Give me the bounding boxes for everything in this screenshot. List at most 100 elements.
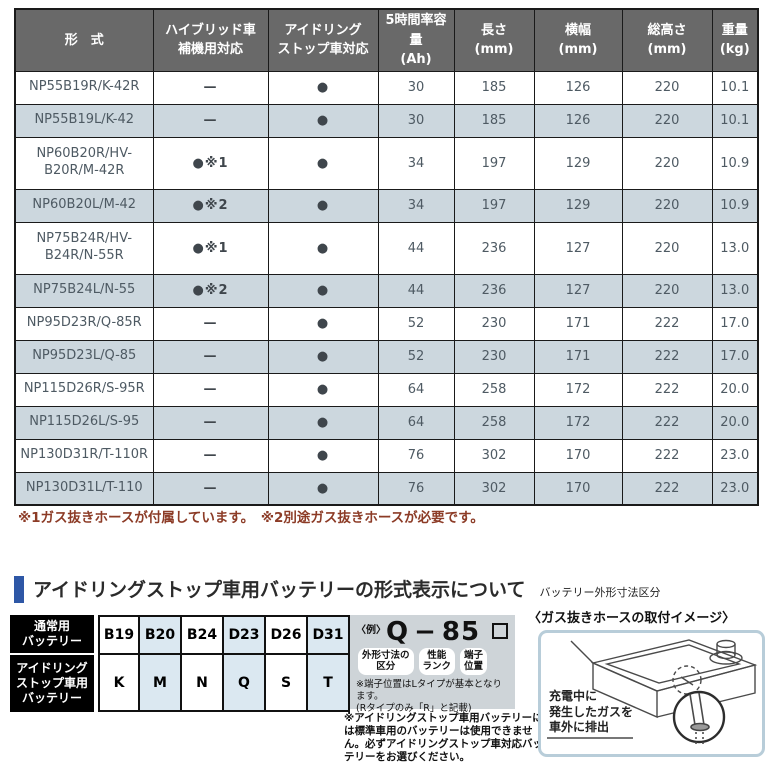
section-header: アイドリングストップ車用バッテリーの形式表示について バッテリー外形寸法区分 [14,576,660,603]
idling-stop-support-cell: ● [267,221,379,275]
example-part-label: 外形寸法の 区分 [358,648,414,675]
model-cell: NP60B20R/HV- B20R/M-42R [14,136,154,190]
height-cell: 222 [621,438,713,473]
idling-stop-support-cell: ● [267,103,379,138]
example-part-labels: 外形寸法の 区分 性能 ランク 端子 位置 [358,648,509,675]
code-cell: N [182,655,224,712]
height-cell: 220 [621,103,713,138]
weight-cell: 17.0 [711,306,759,341]
height-cell: 220 [621,188,713,223]
capacity-cell: 34 [377,188,455,223]
code-row-label: アイドリング ストップ車用 バッテリー [10,655,94,712]
hybrid-support-cell: — [152,471,269,506]
length-cell: 185 [453,70,535,105]
model-cell: NP55B19L/K-42 [14,103,154,138]
accent-bar [14,576,24,603]
capacity-cell: 34 [377,136,455,190]
terminal-position-placeholder-square [492,623,509,639]
height-cell: 222 [621,306,713,341]
model-cell: NP75B24R/HV- B24R/N-55R [14,221,154,275]
model-cell: NP60B20L/M-42 [14,188,154,223]
column-header: アイドリング ストップ車対応 [267,8,379,72]
weight-cell: 10.9 [711,136,759,190]
width-cell: 170 [533,471,623,506]
hybrid-support-cell: — [152,339,269,374]
weight-cell: 10.9 [711,188,759,223]
spec-table-row: NP130D31L/T-110— ● 76 302 170 222 23.0 [14,471,759,506]
weight-cell: 20.0 [711,405,759,440]
length-cell: 236 [453,273,535,308]
model-cell: NP95D23L/Q-85 [14,339,154,374]
column-header: 総高さ (mm) [621,8,713,72]
spec-table-row: NP75B24L/N-55 ●※2 ● 44 236 127 220 13.0 [14,273,759,308]
bottom-section: 通常用 バッテリー B19 B20 B24 D23 D26 D31 アイドリング ストップ車用… [0,600,771,780]
height-cell: 220 [621,273,713,308]
terminal-position-note: ※端子位置はLタイプが基本となります。 (Rタイプのみ「R」と記載) [356,678,502,714]
length-cell: 185 [453,103,535,138]
example-performance-rank: 85 [441,617,481,647]
idling-stop-support-cell: ● [267,273,379,308]
capacity-cell: 52 [377,339,455,374]
spec-table-row: NP55B19R/K-42R — ● 30 185 126 220 10.1 [14,70,759,105]
idling-stop-support-cell: ● [267,306,379,341]
spec-table-row: NP60B20R/HV- B20R/M-42R ●※1 ● 34 197 129 220 10… [14,136,759,190]
width-cell: 126 [533,103,623,138]
weight-cell: 17.0 [711,339,759,374]
column-header: 5時間率容量 (Ah) [377,8,455,72]
length-cell: 236 [453,221,535,275]
height-cell: 222 [621,405,713,440]
width-cell: 170 [533,438,623,473]
width-cell: 129 [533,136,623,190]
width-cell: 129 [533,188,623,223]
height-cell: 222 [621,339,713,374]
size-code-table: 通常用 バッテリー B19 B20 B24 D23 D26 D31 アイドリング ストップ車用… [10,615,350,712]
spec-table-row: NP115D26L/S-95— ● 64 258 172 222 20.0 [14,405,759,440]
hose-panel-title: 〈ガス抜きホースの取付イメージ〉 [528,611,736,626]
capacity-cell: 76 [377,438,455,473]
hose-illustration-box: 充電中に 発生したガスを 車外に排出 [538,630,765,757]
weight-cell: 10.1 [711,70,759,105]
model-cell: NP75B24L/N-55 [14,273,154,308]
hybrid-support-cell: ●※1 [152,221,269,275]
width-cell: 126 [533,70,623,105]
battery-spec-table: 形 式ハイブリッド車 補機用対応 アイドリング ストップ車対応 5時間率容量 (Ah… [14,8,759,506]
column-header: 重量 (kg) [711,8,759,72]
capacity-cell: 52 [377,306,455,341]
hybrid-support-cell: — [152,372,269,407]
hybrid-support-cell: — [152,103,269,138]
hose-caption: 充電中に 発生したガスを 車外に排出 [549,689,634,735]
model-cell: NP55B19R/K-42R [14,70,154,105]
hybrid-support-cell: — [152,405,269,440]
width-cell: 127 [533,273,623,308]
height-cell: 220 [621,221,713,275]
idling-stop-support-cell: ● [267,405,379,440]
height-cell: 220 [621,136,713,190]
idling-stop-support-cell: ● [267,438,379,473]
model-cell: NP95D23R/Q-85R [14,306,154,341]
column-header: 形 式 [14,8,154,72]
model-cell: NP115D26R/S-95R [14,372,154,407]
code-cell: B20 [140,615,182,655]
example-code-line: 〈例〉 Q − 85 [356,619,509,645]
capacity-cell: 30 [377,103,455,138]
idling-stop-support-cell: ● [267,136,379,190]
column-header: 長さ (mm) [453,8,535,72]
capacity-cell: 64 [377,405,455,440]
code-row-label: 通常用 バッテリー [10,615,94,653]
hybrid-support-cell: — [152,438,269,473]
capacity-cell: 30 [377,70,455,105]
weight-cell: 23.0 [711,471,759,506]
code-cell: S [266,655,308,712]
length-cell: 197 [453,136,535,190]
capacity-cell: 76 [377,471,455,506]
width-cell: 172 [533,372,623,407]
length-cell: 258 [453,405,535,440]
example-size-class: Q [386,617,410,647]
height-cell: 222 [621,471,713,506]
column-header: 横幅 (mm) [533,8,623,72]
code-cell: D26 [266,615,308,655]
length-cell: 302 [453,471,535,506]
model-code-example-box: 〈例〉 Q − 85 外形寸法の 区分 性能 ランク 端子 位置 ※端子位置はLタイ… [350,615,515,714]
weight-cell: 10.1 [711,103,759,138]
spec-table-header-row: 形 式ハイブリッド車 補機用対応 アイドリング ストップ車対応 5時間率容量 (Ah… [14,8,759,72]
